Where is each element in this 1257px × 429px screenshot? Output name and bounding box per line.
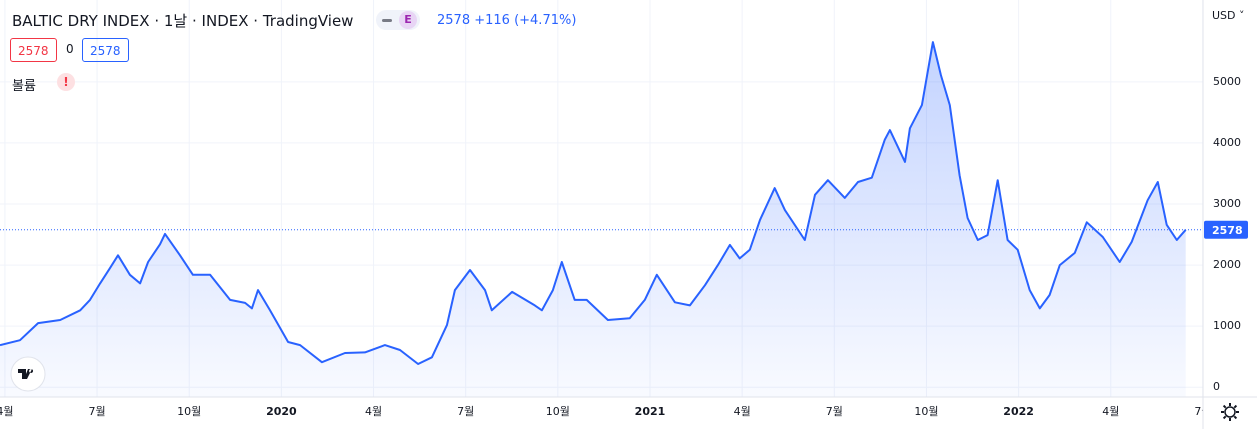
x-tick-label: 10월 — [914, 405, 938, 418]
price-change: +116 (+4.71%) — [474, 13, 577, 28]
dash-icon — [382, 19, 392, 22]
x-tick-label: 7월 — [826, 405, 843, 418]
y-tick-label: 3000 — [1213, 197, 1241, 210]
x-tick-label: 2021 — [635, 405, 666, 418]
y-tick-label: 5000 — [1213, 75, 1241, 88]
spread: 0 — [66, 42, 74, 56]
symbol-line: BALTIC DRY INDEX · 1날 · INDEX · TradingV… — [12, 12, 354, 30]
tv-logo[interactable] — [10, 356, 46, 392]
x-tick-label: 4월 — [0, 405, 13, 418]
symbol: BALTIC DRY INDEX — [12, 12, 150, 30]
currency: USD — [1212, 9, 1236, 22]
buy-box[interactable]: 2578 — [82, 38, 129, 62]
sell-box[interactable]: 2578 — [10, 38, 57, 62]
x-tick-label: 2022 — [1003, 405, 1034, 418]
last-price-badge — [1204, 220, 1248, 239]
x-tick-label: 7월 — [457, 405, 474, 418]
exchange: INDEX — [201, 12, 249, 30]
last-price-label: 2578 — [1212, 224, 1243, 237]
status-pill[interactable]: E — [376, 10, 420, 30]
settings-gear[interactable] — [1221, 403, 1239, 421]
x-tick-label: 4월 — [734, 405, 751, 418]
last-price: 2578 — [437, 13, 471, 28]
x-tick-label: 10월 — [177, 405, 201, 418]
y-tick-label: 1000 — [1213, 319, 1241, 332]
y-tick-label: 2000 — [1213, 258, 1241, 271]
interval[interactable]: 1날 — [163, 12, 188, 30]
x-tick-label: 4월 — [365, 405, 382, 418]
volume-label: 볼륨 — [12, 79, 36, 94]
y-tick-label: 0 — [1213, 380, 1220, 393]
price-line: 2578 +116 (+4.71%) — [437, 13, 576, 28]
warning-icon[interactable]: ! — [57, 73, 75, 91]
x-tick-label: 4월 — [1102, 405, 1119, 418]
x-tick-label: 2020 — [266, 405, 297, 418]
y-tick-label: 4000 — [1213, 136, 1241, 149]
x-tick-label: 10월 — [546, 405, 570, 418]
price-axis-panel — [1203, 0, 1257, 429]
badge: E — [399, 11, 417, 29]
currency-menu[interactable]: USD ˅ — [1212, 9, 1245, 22]
source: TradingView — [262, 12, 354, 30]
x-tick-label: 7월 — [89, 405, 106, 418]
area-fill — [0, 42, 1186, 397]
